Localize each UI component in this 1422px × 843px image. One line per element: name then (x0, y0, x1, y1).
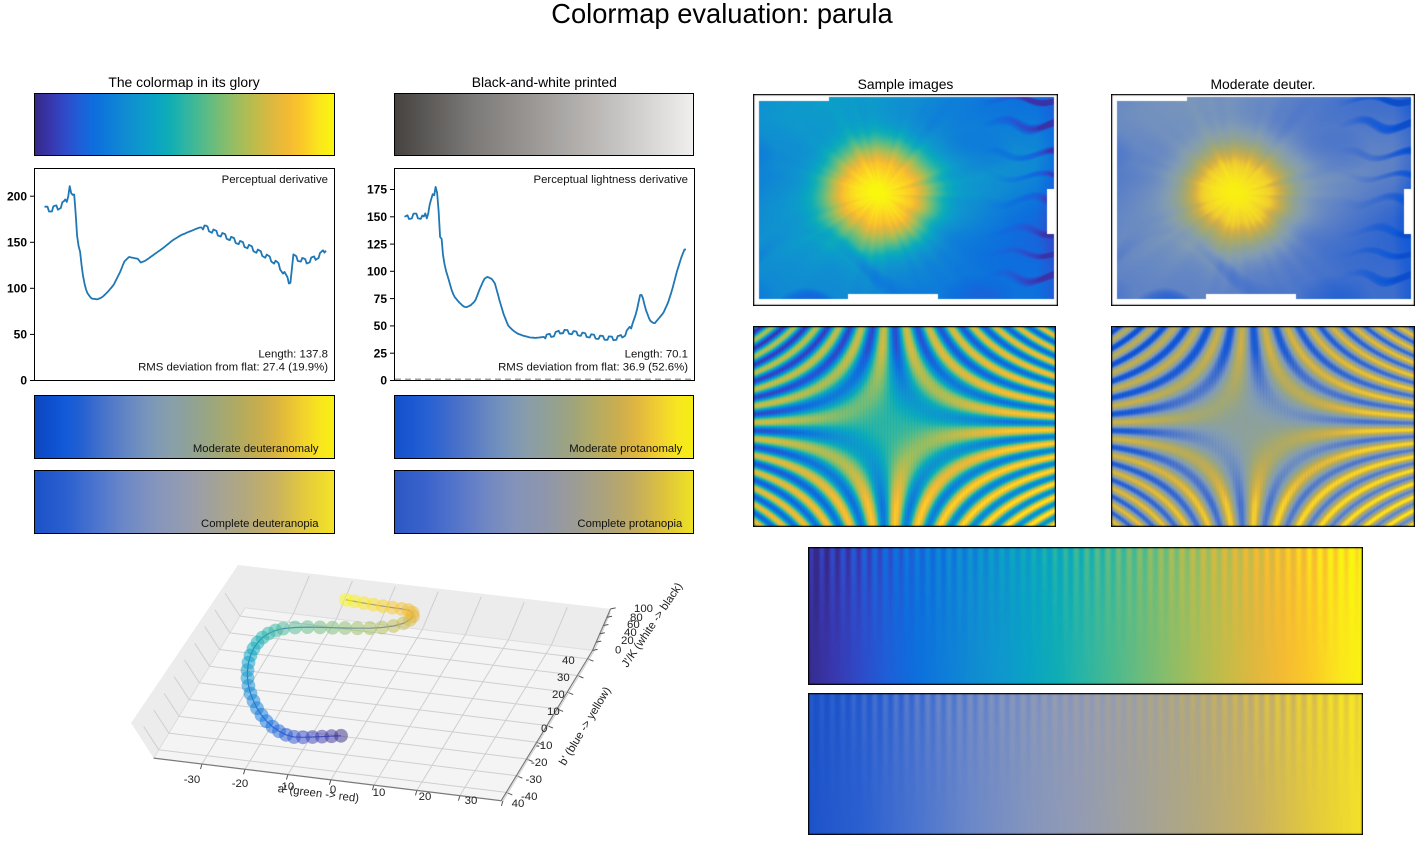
svg-text:30: 30 (465, 795, 478, 807)
svg-text:-10: -10 (536, 740, 552, 752)
svg-text:Length: 70.1: Length: 70.1 (625, 348, 688, 360)
svg-text:100: 100 (367, 264, 387, 278)
svg-text:50: 50 (374, 319, 388, 333)
svg-text:0: 0 (541, 723, 547, 735)
svg-text:175: 175 (367, 182, 387, 196)
svg-text:RMS deviation from flat: 36.9: RMS deviation from flat: 36.9 (52.6%) (498, 361, 688, 373)
svg-text:60: 60 (627, 619, 640, 631)
svg-text:-10: -10 (278, 781, 294, 793)
svg-text:20: 20 (419, 791, 432, 803)
svg-text:25: 25 (374, 346, 388, 360)
svg-text:-20: -20 (232, 778, 248, 790)
svg-text:0: 0 (330, 784, 336, 796)
svg-text:0: 0 (615, 645, 621, 657)
svg-text:0: 0 (20, 373, 27, 387)
svg-text:150: 150 (367, 210, 387, 224)
svg-text:20: 20 (621, 635, 634, 647)
svg-text:100: 100 (634, 603, 653, 615)
svg-text:75: 75 (374, 291, 388, 305)
svg-text:-40: -40 (521, 791, 537, 803)
svg-text:-30: -30 (184, 774, 200, 786)
svg-text:40: 40 (624, 627, 637, 639)
svg-text:20: 20 (552, 689, 565, 701)
svg-text:-20: -20 (531, 757, 547, 769)
svg-text:40: 40 (562, 655, 575, 667)
svg-text:Perceptual derivative: Perceptual derivative (221, 174, 327, 186)
svg-text:0: 0 (381, 373, 388, 387)
svg-text:150: 150 (6, 235, 26, 249)
svg-text:Length: 137.8: Length: 137.8 (258, 348, 328, 360)
svg-text:100: 100 (6, 281, 26, 295)
svg-text:50: 50 (13, 327, 27, 341)
svg-text:10: 10 (547, 706, 560, 718)
svg-text:a' (green -> red): a' (green -> red) (277, 783, 360, 805)
svg-text:40: 40 (512, 798, 525, 810)
svg-text:80: 80 (630, 612, 643, 624)
svg-text:10: 10 (373, 787, 386, 799)
svg-text:-30: -30 (526, 774, 542, 786)
svg-text:200: 200 (6, 189, 26, 203)
svg-text:Perceptual lightness derivativ: Perceptual lightness derivative (534, 174, 689, 186)
svg-text:125: 125 (367, 237, 387, 251)
svg-text:30: 30 (557, 672, 570, 684)
svg-text:RMS deviation from flat: 27.4: RMS deviation from flat: 27.4 (19.9%) (138, 361, 328, 373)
